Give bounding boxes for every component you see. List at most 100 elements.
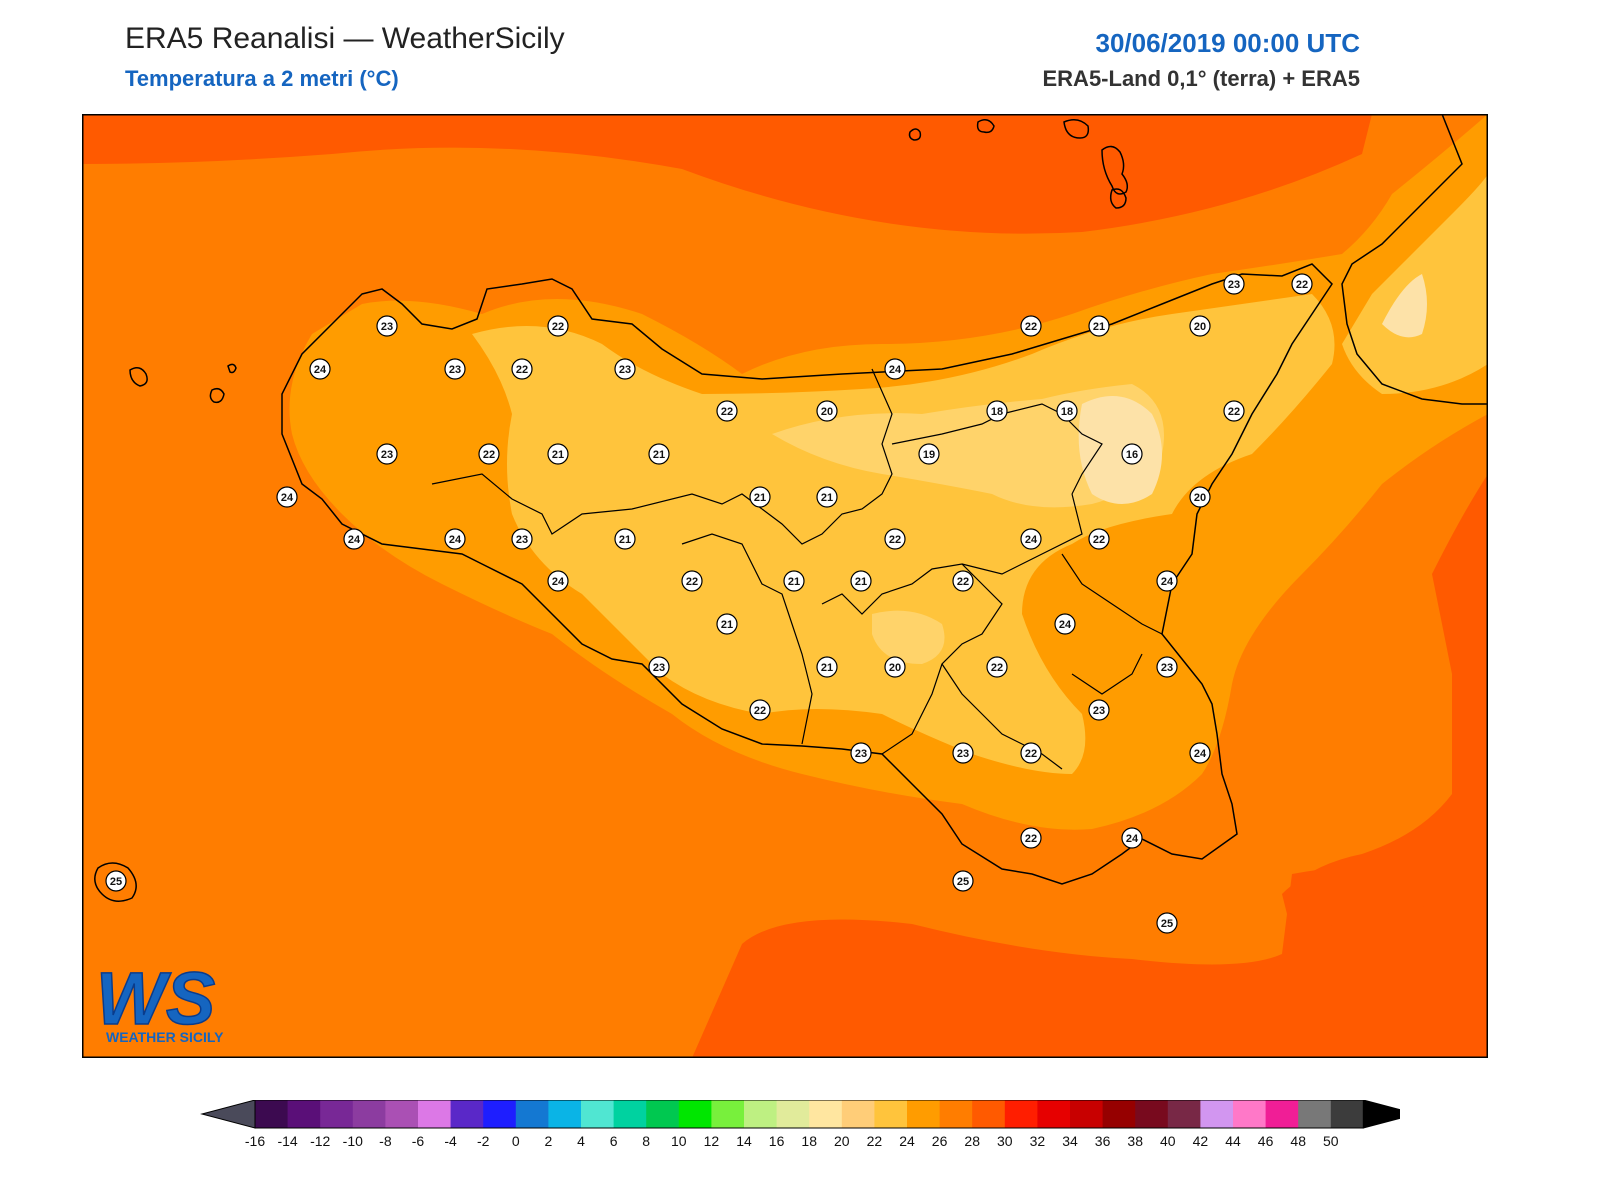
colorbar-frame (254, 1100, 1364, 1129)
station-value: 25 (957, 876, 969, 888)
colorbar-swatch (1004, 1100, 1038, 1128)
colorbar-tick-label: -10 (343, 1133, 363, 1149)
station-circle (309, 358, 331, 380)
station-marker: 18 (986, 400, 1008, 422)
aeolian-island-3 (1063, 119, 1090, 139)
colorbar-tick-label: 16 (769, 1133, 785, 1149)
colorbar-tick-label: 38 (1127, 1133, 1143, 1149)
colorbar-tick-label: 14 (736, 1133, 752, 1149)
station-circle (1223, 400, 1245, 422)
station-circle (343, 528, 365, 550)
station-value: 21 (821, 662, 833, 674)
aeolian-island-1 (908, 128, 922, 141)
station-marker: 23 (1223, 273, 1245, 295)
station-marker: 22 (1088, 528, 1110, 550)
colorbar-swatch (255, 1100, 289, 1128)
station-circle (547, 443, 569, 465)
station-marker: 24 (1020, 528, 1042, 550)
station-value: 22 (552, 321, 564, 333)
station-circle (547, 570, 569, 592)
station-marker: 23 (1088, 699, 1110, 721)
egadi-island-3 (227, 363, 237, 374)
colorbar-tick-label: 36 (1095, 1133, 1111, 1149)
station-value: 21 (1093, 321, 1105, 333)
station-marker: 22 (1020, 315, 1042, 337)
station-circle (376, 443, 398, 465)
station-value: 24 (552, 576, 565, 588)
station-value: 23 (516, 534, 528, 546)
station-value: 22 (1025, 833, 1037, 845)
temp-band-18 (1078, 396, 1162, 504)
station-value: 21 (653, 449, 665, 461)
station-marker: 22 (952, 570, 974, 592)
station-marker: 22 (511, 358, 533, 380)
station-marker: 23 (1156, 656, 1178, 678)
colorbar-swatch (711, 1100, 745, 1128)
station-circle (1189, 486, 1211, 508)
station-circle (105, 870, 127, 892)
station-value: 22 (721, 406, 733, 418)
province-borders (431, 368, 1163, 770)
station-circle (1056, 400, 1078, 422)
station-value: 22 (754, 705, 766, 717)
station-marker: 23 (444, 358, 466, 380)
colorbar-swatch (1037, 1100, 1071, 1128)
colorbar-swatch (1298, 1100, 1332, 1128)
map-frame (82, 114, 1488, 1058)
station-circle (1020, 827, 1042, 849)
colorbar-swatch (548, 1100, 582, 1128)
station-circle (1121, 443, 1143, 465)
colorbar-swatch (1330, 1100, 1364, 1128)
colorbar-swatch (874, 1100, 908, 1128)
station-value: 25 (1161, 918, 1173, 930)
colorbar-tick-label: -4 (444, 1133, 457, 1149)
station-marker: 21 (816, 486, 838, 508)
colorbar-swatch (939, 1100, 973, 1128)
station-value: 20 (1194, 492, 1206, 504)
colorbar-swatch (1135, 1100, 1169, 1128)
station-circle (986, 656, 1008, 678)
station-circle (614, 528, 636, 550)
station-marker: 24 (309, 358, 331, 380)
station-value: 20 (1194, 321, 1206, 333)
station-circle (376, 315, 398, 337)
station-value: 24 (449, 534, 462, 546)
station-circle (1054, 613, 1076, 635)
weathersicily-logo: WS WEATHER SICILY (95, 956, 224, 1045)
station-value: 23 (381, 321, 393, 333)
station-marker: 23 (511, 528, 533, 550)
station-value: 24 (1059, 619, 1072, 631)
station-circle (478, 443, 500, 465)
colorbar-tick-label: -6 (412, 1133, 425, 1149)
colorbar-swatch (320, 1100, 354, 1128)
station-value: 22 (483, 449, 495, 461)
station-circle (1291, 273, 1313, 295)
station-circle (1156, 912, 1178, 934)
temp-band-20-south (872, 610, 945, 664)
colorbar-tick-label: 10 (671, 1133, 687, 1149)
station-marker: 20 (816, 400, 838, 422)
colorbar-swatch (1167, 1100, 1201, 1128)
station-circle (783, 570, 805, 592)
colorbar-tick-label: 2 (545, 1133, 553, 1149)
station-circle (952, 570, 974, 592)
colorbar-swatch (744, 1100, 778, 1128)
station-circle (547, 315, 569, 337)
colorbar-tick-label: 22 (867, 1133, 883, 1149)
station-value: 23 (855, 748, 867, 760)
station-marker: 22 (681, 570, 703, 592)
colorbar-swatch (1200, 1100, 1234, 1128)
station-value: 21 (721, 619, 733, 631)
egadi-island-1 (129, 367, 148, 387)
station-circle (816, 486, 838, 508)
station-circle (444, 528, 466, 550)
station-value: 24 (281, 492, 294, 504)
station-marker: 23 (614, 358, 636, 380)
colorbar-tick-label: -2 (477, 1133, 490, 1149)
station-circle (648, 656, 670, 678)
station-value: 21 (754, 492, 766, 504)
aeolian-island-2 (976, 119, 995, 134)
station-value: 24 (348, 534, 361, 546)
station-circle (1020, 742, 1042, 764)
colorbar-swatch (678, 1100, 712, 1128)
